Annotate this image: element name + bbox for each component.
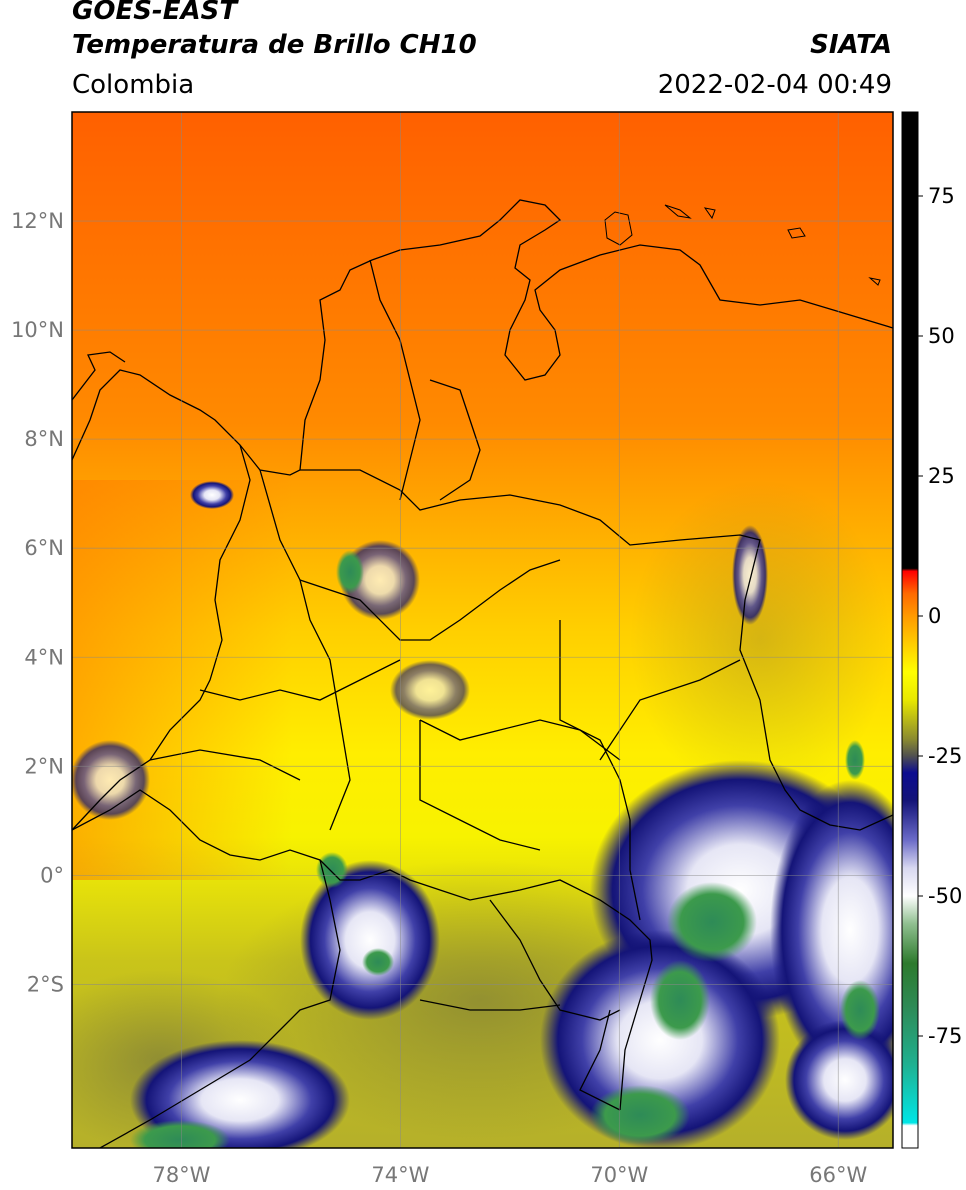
region-label: Colombia [72,70,195,100]
lat-tick-label: 8°N [24,427,64,451]
colorbar-tick-label: 75 [928,184,955,208]
lon-tick-label: 74°W [371,1163,429,1187]
lon-tick-label: 78°W [152,1163,210,1187]
colorbar-tick-label: 0 [928,604,941,628]
product-title: Temperatura de Brillo CH10 [72,30,477,60]
colorbar-tick-label: -75 [928,1024,962,1048]
agency-label: SIATA [810,30,892,60]
lon-tick-label: 66°W [809,1163,867,1187]
colorbar-frame [901,111,919,1149]
colorbar-tick-label: 50 [928,324,955,348]
lat-tick-label: 4°N [24,645,64,669]
lat-tick-label: 2°N [24,754,64,778]
colorbar-tick-label: 25 [928,464,955,488]
lat-tick-label: 10°N [11,318,64,342]
latitude-axis: 12°N 10°N 8°N 6°N 4°N 2°N 0° 2°S [11,209,64,996]
lat-tick-label: 6°N [24,536,64,560]
satellite-image [72,112,893,1148]
islands [604,204,881,286]
map-frame [71,111,894,1149]
lat-tick-label: 2°S [27,972,64,996]
longitude-axis: 78°W 74°W 70°W 66°W [152,1163,867,1187]
lon-tick-label: 70°W [590,1163,648,1187]
colorbar-tick-label: -50 [928,884,962,908]
lat-tick-label: 12°N [11,209,64,233]
colorbar-tick-label: -25 [928,744,962,768]
colorbar: 75 50 25 0 -25 -50 -75 [901,111,962,1149]
datetime-label: 2022-02-04 00:49 [657,70,892,100]
colorbar-ramp [902,112,918,1148]
gridlines [72,112,893,1148]
satellite-title: GOES-EAST [72,0,238,26]
lat-tick-label: 0° [40,863,64,887]
